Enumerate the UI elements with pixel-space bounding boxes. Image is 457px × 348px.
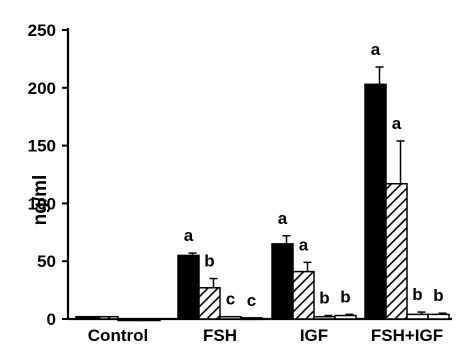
significance-label: b <box>204 252 214 271</box>
significance-label: a <box>392 114 402 133</box>
y-tick-label: 0 <box>47 310 56 329</box>
significance-label: a <box>184 226 194 245</box>
bar <box>96 315 119 320</box>
bar <box>427 313 450 320</box>
y-tick-label: 50 <box>37 252 56 271</box>
bar <box>406 313 429 320</box>
bar <box>240 317 263 321</box>
y-tick-label: 150 <box>28 137 56 156</box>
bar <box>364 83 387 320</box>
bar <box>271 243 294 320</box>
y-tick-label: 100 <box>28 194 56 213</box>
significance-label: a <box>278 209 288 228</box>
y-tick-label: 200 <box>28 79 56 98</box>
bar <box>177 254 200 320</box>
significance-label: a <box>371 40 381 59</box>
significance-label: b <box>412 285 422 304</box>
bar <box>198 287 221 320</box>
significance-label: b <box>319 289 329 308</box>
significance-label: a <box>299 235 309 254</box>
bar <box>75 315 98 320</box>
bar <box>385 182 408 320</box>
significance-label: b <box>433 286 443 305</box>
bar <box>334 314 357 320</box>
significance-label: b <box>340 287 350 306</box>
x-category-label: IGF <box>300 326 328 345</box>
bar <box>117 318 140 322</box>
significance-label: c <box>226 290 235 309</box>
bar <box>313 315 336 320</box>
y-axis-label: ng/ml <box>30 175 51 226</box>
x-category-label: FSH+IGF <box>371 326 443 345</box>
x-category-label: FSH <box>203 326 237 345</box>
bar <box>138 318 161 322</box>
y-tick-label: 250 <box>28 21 56 40</box>
bar <box>292 270 315 320</box>
x-category-label: Control <box>88 326 148 345</box>
bar <box>219 315 242 320</box>
significance-label: c <box>247 291 256 310</box>
